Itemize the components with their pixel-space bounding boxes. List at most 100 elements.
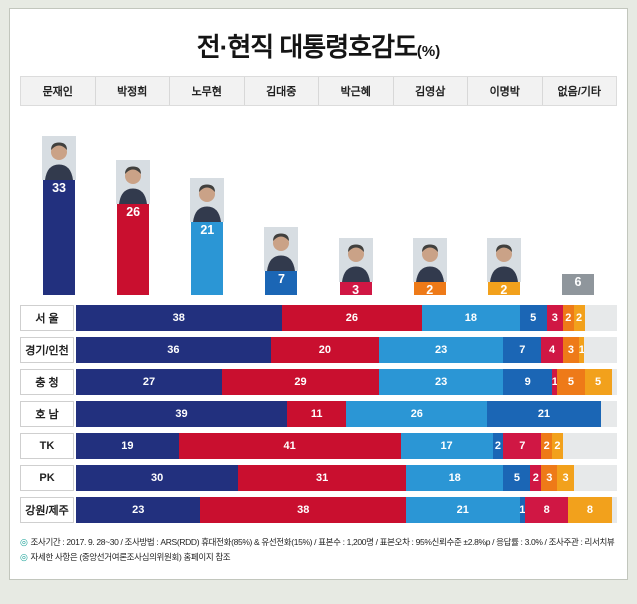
region-track-0: 38 26 18 5 3 2 2: [76, 305, 617, 331]
segment-park-chung-hee: 41: [178, 433, 401, 459]
title-unit: (%): [416, 43, 441, 60]
footnotes: ◎ 조사기간 : 2017. 9. 28~30 / 조사방법 : ARS(RDD)…: [20, 535, 617, 566]
segment-kim-young-sam: 2: [562, 305, 574, 331]
bar-column-park-geun-hye: 3: [319, 110, 393, 297]
segment-value: 8: [586, 504, 593, 516]
photo-park-chung-hee: [116, 160, 151, 204]
region-track-1: 36 20 23 7 4 3 1: [76, 337, 617, 363]
segment-value: 8: [543, 504, 550, 516]
region-row-0: 서 울 38 26 18 5 3 2 2: [20, 305, 617, 331]
segment-value: 5: [530, 312, 537, 324]
segment-moon-jae-in: 27: [76, 369, 223, 395]
name-cell-roh-moo-hyun: 노무현: [170, 77, 245, 105]
segment-park-geun-hye: 8: [525, 497, 569, 523]
segment-lee-myung-bak: 1: [579, 337, 585, 363]
segment-value: 5: [594, 376, 602, 388]
name-cell-kim-dae-jung: 김대중: [244, 77, 319, 105]
segment-value: 27: [142, 376, 156, 388]
bar-column-park-chung-hee: 26: [96, 110, 170, 295]
segment-value: 36: [167, 344, 180, 356]
bar-column-roh-moo-hyun: 21: [170, 110, 244, 295]
bar-park-geun-hye: 3: [339, 282, 372, 297]
segment-lee-myung-bak: 2: [552, 433, 563, 459]
segment-value: 38: [297, 504, 310, 516]
segment-value: 26: [345, 312, 359, 324]
region-label-0: 서 울: [20, 305, 74, 331]
segment-value: 17: [440, 440, 453, 452]
bar-moon-jae-in: 33: [43, 179, 76, 295]
segment-roh-moo-hyun: 18: [406, 465, 504, 491]
president-favorability-bar-chart: 33 26 21 7 3 2 2 6: [22, 110, 615, 297]
region-row-1: 경기/인천 36 20 23 7 4 3 1: [20, 337, 617, 363]
segment-lee-myung-bak: 2: [573, 305, 585, 331]
segment-moon-jae-in: 30: [76, 465, 239, 491]
segment-kim-dae-jung: 7: [503, 337, 542, 363]
bar-kim-dae-jung: 7: [265, 270, 298, 295]
name-cell-kim-young-sam: 김영삼: [393, 77, 468, 105]
segment-moon-jae-in: 36: [76, 337, 271, 363]
segment-kim-dae-jung: 1: [519, 497, 526, 523]
segment-value: 19: [121, 440, 134, 452]
segment-park-geun-hye: 3: [546, 305, 563, 331]
segment-lee-myung-bak: 3: [557, 465, 574, 491]
region-label-4: TK: [20, 433, 74, 459]
region-label-6: 강원/제주: [20, 497, 74, 523]
bar-column-none-etc: 6: [541, 110, 615, 295]
segment-lee-myung-bak: 8: [568, 497, 612, 523]
segment-value: 3: [546, 472, 553, 484]
name-cell-park-geun-hye: 박근혜: [319, 77, 394, 105]
segment-value: 11: [310, 408, 323, 420]
bar-kim-young-sam: 2: [413, 282, 446, 297]
bar-none-etc: 6: [561, 274, 594, 295]
segment-park-chung-hee: 29: [222, 369, 379, 395]
region-track-3: 39 11 26 21: [76, 401, 617, 427]
region-label-5: PK: [20, 465, 74, 491]
segment-kim-dae-jung: 5: [519, 305, 547, 331]
segment-roh-moo-hyun: 26: [346, 401, 488, 427]
segment-value: 18: [464, 312, 478, 324]
segment-roh-moo-hyun: 17: [400, 433, 493, 459]
segment-park-chung-hee: 26: [281, 305, 423, 331]
segment-kim-dae-jung: 9: [503, 369, 553, 395]
title-text: 전·현직 대통령호감도: [196, 32, 418, 62]
bar-value-kim-young-sam: 2: [426, 283, 434, 297]
segment-value: 21: [456, 504, 469, 516]
footnote-bullet-icon: ◎: [20, 552, 28, 563]
segment-value: 18: [448, 472, 461, 484]
region-track-5: 30 31 18 5 2 3 3: [76, 465, 617, 491]
segment-value: 38: [172, 312, 185, 324]
region-row-6: 강원/제주 23 38 21 1 8 8: [20, 497, 617, 523]
segment-moon-jae-in: 19: [76, 433, 179, 459]
segment-kim-dae-jung: 21: [487, 401, 601, 427]
name-cell-lee-myung-bak: 이명박: [468, 77, 543, 105]
region-row-4: TK 19 41 17 2 7 2 2: [20, 433, 617, 459]
segment-park-chung-hee: 11: [286, 401, 347, 427]
segment-value: 29: [294, 376, 307, 388]
bar-column-lee-myung-bak: 2: [467, 110, 541, 297]
segment-park-chung-hee: 20: [270, 337, 379, 363]
segment-value: 30: [151, 472, 164, 484]
segment-remainder: [600, 401, 617, 427]
segment-value: 23: [435, 376, 448, 388]
segment-value: 1: [519, 504, 526, 516]
segment-value: 3: [567, 344, 575, 356]
bar-roh-moo-hyun: 21: [191, 221, 224, 295]
president-names-header: 문재인 박정희 노무현 김대중 박근혜 김영삼 이명박 없음/기타: [20, 76, 617, 106]
name-cell-park-chung-hee: 박정희: [95, 77, 170, 105]
segment-kim-young-sam: 5: [557, 369, 585, 395]
region-label-2: 충 청: [20, 369, 74, 395]
segment-park-geun-hye: 2: [530, 465, 542, 491]
segment-value: 23: [435, 344, 448, 356]
segment-park-chung-hee: 38: [200, 497, 406, 523]
segment-remainder: [584, 305, 617, 331]
segment-value: 2: [543, 440, 550, 452]
region-track-6: 23 38 21 1 8 8: [76, 497, 617, 523]
segment-value: 3: [562, 472, 569, 484]
region-track-4: 19 41 17 2 7 2 2: [76, 433, 617, 459]
segment-moon-jae-in: 39: [76, 401, 287, 427]
segment-value: 31: [316, 472, 329, 484]
segment-value: 20: [318, 344, 331, 356]
name-cell-none-etc: 없음/기타: [542, 77, 616, 105]
region-stacked-bar-chart: 서 울 38 26 18 5 3 2 2 경기/인천 36 20 23 7 4 3 1 충 청 27 29 23 9 1 5…: [20, 305, 617, 523]
photo-lee-myung-bak: [486, 238, 521, 282]
